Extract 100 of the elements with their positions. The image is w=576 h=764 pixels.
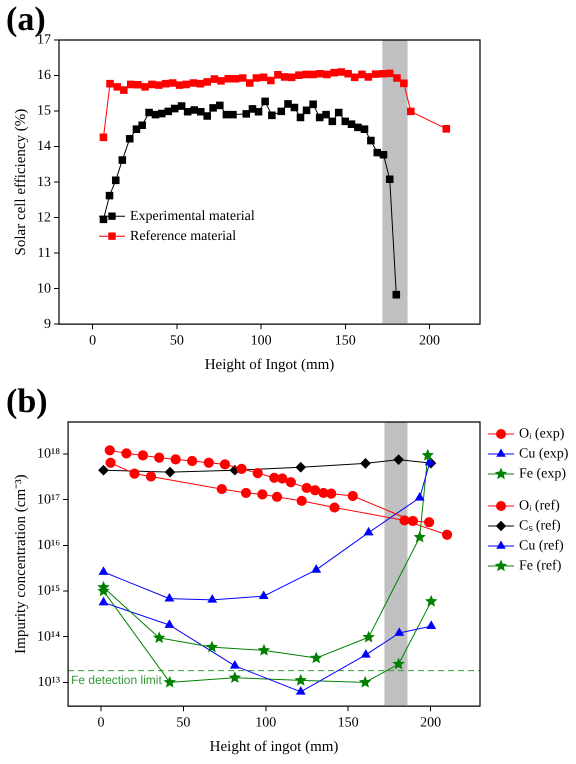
y-tick-label: 10¹³ [38,674,60,690]
point [348,120,356,128]
point [393,74,401,82]
point [152,110,160,118]
point [379,70,387,78]
point [104,445,115,456]
point [422,448,434,461]
y-tick-label: 10¹⁷ [37,492,60,508]
point [272,492,282,502]
point [99,566,108,575]
point [203,78,211,86]
point [190,106,198,114]
y-tick-label: 10¹⁵ [37,584,60,599]
point [98,465,109,476]
point [210,75,218,83]
point [246,79,254,87]
point [426,621,436,629]
point [132,125,140,133]
point [394,628,404,636]
point [414,530,426,542]
point [145,108,153,116]
point [316,70,324,78]
point [415,492,424,501]
chart-title: (b) [6,382,48,420]
point [442,125,450,133]
point [138,450,148,460]
point [302,482,312,494]
point [105,458,116,468]
point [372,70,380,78]
point [242,110,250,118]
point [141,83,149,91]
point [164,676,176,688]
legend-label: Cu (exp) [519,446,569,462]
y-tick-label: 13 [37,174,51,190]
y-tick-label: 10¹⁴ [37,629,60,644]
x-tick-label: 200 [418,333,440,348]
legend-label: Oᵢ (ref) [519,498,560,514]
point [260,74,268,82]
point [257,489,268,500]
legend-label: Fe (ref) [519,558,562,574]
point [362,630,375,642]
point [296,114,304,122]
point [296,686,306,695]
point [238,74,247,82]
y-axis-title: Solar cell efficiency (%) [12,108,29,256]
point [350,74,358,82]
point [348,490,358,502]
legend-label: Cₛ (ref) [519,518,562,534]
point [228,671,242,683]
y-tick-label: 15 [37,104,51,119]
point [216,484,227,494]
point [236,464,247,474]
y-tick-label: 10 [37,281,51,296]
point [254,108,262,116]
point [154,452,164,463]
point [162,80,170,88]
point [408,516,418,526]
point [206,640,218,652]
point [216,102,224,110]
point [148,80,156,88]
x-axis-title: Height of Ingot (mm) [204,356,334,373]
point [204,458,214,468]
point [309,100,317,108]
point [286,477,296,488]
point [302,70,310,78]
point [290,104,298,112]
point [392,658,405,670]
point [153,631,166,644]
point [126,80,135,88]
point [322,110,330,118]
point [267,76,275,84]
x-tick-label: 100 [255,715,276,730]
point [386,70,394,78]
point [158,110,166,118]
point [329,502,340,513]
point [278,108,286,116]
point [294,674,307,686]
point [113,83,122,91]
x-tick-label: 150 [338,715,359,730]
point [344,70,352,78]
point [224,74,232,83]
point [168,79,176,87]
point [164,467,176,478]
point [184,108,192,116]
point [326,488,336,499]
point [217,77,225,85]
point [442,530,452,540]
point [208,594,217,603]
point [334,108,342,116]
legend-label: Fe (exp) [519,466,566,482]
point [274,71,282,79]
point [360,458,371,469]
point [330,68,338,76]
point [146,471,156,482]
point [386,175,394,184]
point [424,517,434,528]
point [203,112,211,120]
point [197,108,205,116]
point [120,86,128,94]
x-tick-label: 150 [334,333,356,348]
